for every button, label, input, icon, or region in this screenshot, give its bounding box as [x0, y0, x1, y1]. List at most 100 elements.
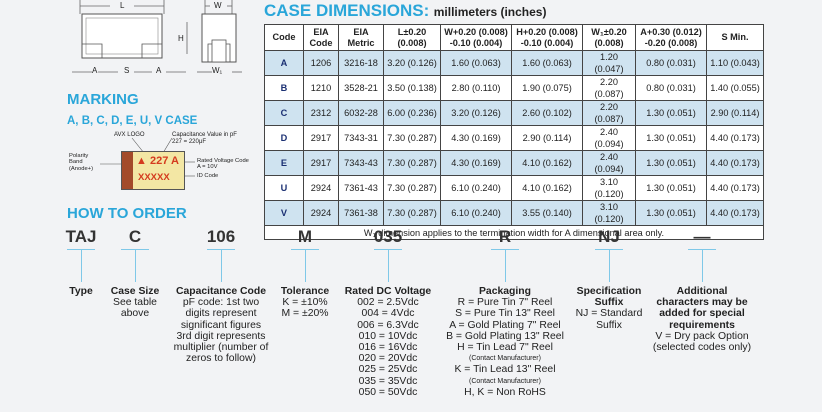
- table-cell: 7343-43: [338, 150, 384, 176]
- order-spec-suffix-head: Specification: [576, 286, 642, 297]
- table-cell: 7361-43: [338, 175, 384, 201]
- chip-marking-text: 227 A: [149, 155, 179, 167]
- order-voltage-head: Rated DC Voltage: [344, 286, 432, 297]
- table-cell: V: [264, 200, 304, 226]
- table-cell: 1.60 (0.063): [511, 50, 583, 76]
- table-cell: 7.30 (0.287): [383, 200, 441, 226]
- height-label: H: [178, 34, 184, 43]
- table-cell: 1.20 (0.047): [582, 50, 636, 76]
- table-cell: 6.10 (0.240): [440, 175, 512, 201]
- table-cell: 4.40 (0.173): [706, 175, 764, 201]
- order-code-capacitance: 106: [206, 227, 236, 246]
- marked-capacitor: ▲ 227 A XXXXX: [121, 151, 185, 190]
- table-cell: 7.30 (0.287): [383, 175, 441, 201]
- order-code-type: TAJ: [65, 227, 97, 246]
- order-capacitance-line: multiplier (number of: [173, 342, 269, 354]
- order-capacitance-line: 3rd digit represents: [176, 330, 266, 342]
- table-note: W₁ dimension applies to the termination …: [264, 224, 764, 241]
- order-packaging-note: (Contact Manufacturer): [469, 377, 541, 385]
- order-packaging-line: R = Pure Tin 7" Reel: [457, 297, 553, 309]
- table-body: A 1206 3216-18 3.20 (0.126) 1.60 (0.063) 1.60…: [264, 50, 764, 241]
- table-row: A 1206 3216-18 3.20 (0.126) 1.60 (0.063) 1.60…: [264, 50, 764, 76]
- order-voltage-line: 006 = 6.3Vdc: [357, 319, 419, 331]
- marking-subtitle: A, B, C, D, E, U, V CASE: [67, 115, 198, 127]
- order-type: Type: [69, 286, 92, 297]
- order-case-size-line: See table: [113, 297, 157, 309]
- order-tolerance-head: Tolerance: [280, 286, 330, 297]
- col-a: A+0.30 (0.012) -0.20 (0.008): [635, 24, 707, 51]
- case-dimensions-unit: millimeters (inches): [433, 5, 547, 19]
- table-cell: 4.30 (0.169): [440, 125, 512, 151]
- table-cell: D: [264, 125, 304, 151]
- table-header-row: Code EIA Code EIA Metric L±0.20 (0.008) W+0…: [264, 24, 764, 51]
- rated-voltage-line-1: Rated Voltage Code: [197, 158, 249, 164]
- table-cell: 1.30 (0.051): [635, 100, 707, 126]
- table-cell: 3.10 (0.120): [582, 200, 636, 226]
- cap-value-note: Capacitance Value in pF 227 = 220μF: [172, 132, 237, 146]
- table-cell: 2.60 (0.102): [511, 100, 583, 126]
- table-cell: 7.30 (0.287): [383, 150, 441, 176]
- table-cell: 2.40 (0.094): [582, 150, 636, 176]
- table-note-row: W₁ dimension applies to the termination …: [264, 224, 764, 241]
- a-label-1: A: [92, 66, 98, 75]
- order-voltage-line: 035 = 35Vdc: [358, 375, 418, 387]
- case-dimension-drawing: [72, 0, 242, 73]
- order-packaging-note: (Contact Manufacturer): [469, 355, 541, 363]
- table-cell: E: [264, 150, 304, 176]
- col-eia-metric: EIA Metric: [338, 24, 384, 51]
- col-width: W+0.20 (0.008) -0.10 (0.004): [440, 24, 512, 51]
- order-additional-line: V = Dry pack Option: [655, 330, 749, 342]
- polarity-label: Polarity Band (Anode+): [69, 153, 93, 172]
- table-cell: 1.30 (0.051): [635, 200, 707, 226]
- order-code-suffix: NJ: [598, 227, 620, 246]
- order-case-size: Case Size See table above: [111, 286, 160, 320]
- marking-title: MARKING: [67, 91, 139, 108]
- order-capacitance-line: pF code: 1st two: [182, 297, 260, 309]
- order-capacitance-head: Capacitance Code: [175, 286, 267, 297]
- table-row: U 2924 7361-43 7.30 (0.287) 6.10 (0.240) 4.10…: [264, 175, 764, 201]
- table-cell: 1210: [303, 75, 339, 101]
- table-cell: 1.10 (0.043): [706, 50, 764, 76]
- order-tolerance-line: K = ±10%: [282, 297, 328, 309]
- order-code-voltage: 035: [373, 227, 403, 246]
- s-label: S: [124, 66, 130, 75]
- w1-label: W₁: [212, 66, 223, 75]
- table-cell: 1.30 (0.051): [635, 150, 707, 176]
- order-capacitance-line: digits represent: [185, 308, 257, 320]
- how-to-order-title: HOW TO ORDER: [67, 205, 187, 222]
- order-additional-head: Additional: [676, 286, 728, 297]
- table-cell: 2917: [303, 150, 339, 176]
- table-cell: 4.40 (0.173): [706, 150, 764, 176]
- order-voltage-line: 016 = 16Vdc: [358, 342, 418, 354]
- table-cell: 3528-21: [338, 75, 384, 101]
- polarity-band: [122, 152, 133, 189]
- order-voltage-line: 010 = 10Vdc: [358, 330, 418, 342]
- table-row: B 1210 3528-21 3.50 (0.138) 2.80 (0.110) 1.90…: [264, 75, 764, 101]
- order-code-packaging: R: [498, 227, 512, 246]
- order-voltage-line: 002 = 2.5Vdc: [357, 297, 419, 309]
- order-code-tolerance: M: [297, 227, 313, 246]
- case-dimensions-heading: CASE DIMENSIONS: millimeters (inches): [264, 1, 546, 21]
- case-dimensions-table: Code EIA Code EIA Metric L±0.20 (0.008) W+0…: [264, 24, 764, 241]
- order-code-additional: —: [693, 227, 711, 246]
- order-case-size-head: Case Size: [110, 286, 160, 297]
- table-row: V 2924 7361-38 7.30 (0.287) 6.10 (0.240) 3.55…: [264, 200, 764, 226]
- order-packaging-line: H = Tin Lead 7" Reel: [457, 342, 553, 354]
- table-cell: 2.20 (0.087): [582, 100, 636, 126]
- col-eia-code: EIA Code: [303, 24, 339, 51]
- table-cell: 7343-31: [338, 125, 384, 151]
- table-cell: 2.80 (0.110): [440, 75, 512, 101]
- rated-voltage-label: Rated Voltage Code A = 10V: [197, 158, 249, 171]
- table-row: C 2312 6032-28 6.00 (0.236) 3.20 (0.126) 2.60…: [264, 100, 764, 126]
- chip-marking: ▲ 227 A: [136, 155, 179, 167]
- length-label: L: [120, 1, 125, 10]
- table-cell: 4.10 (0.162): [511, 175, 583, 201]
- order-additional-head: requirements: [669, 319, 735, 331]
- table-row: E 2917 7343-43 7.30 (0.287) 4.30 (0.169) 4.10…: [264, 150, 764, 176]
- table-cell: 1.60 (0.063): [440, 50, 512, 76]
- table-row: D 2917 7343-31 7.30 (0.287) 4.30 (0.169) 2.90…: [264, 125, 764, 151]
- rated-voltage-line-2: A = 10V: [197, 164, 218, 171]
- cap-value-example: 227 = 220μF: [172, 139, 206, 145]
- table-cell: U: [264, 175, 304, 201]
- order-additional-head: characters may be: [656, 297, 748, 309]
